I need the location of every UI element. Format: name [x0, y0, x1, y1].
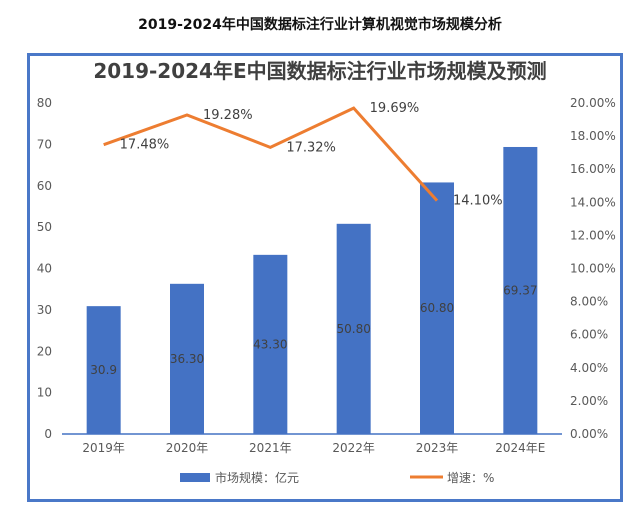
y-left-tick: 60 — [37, 179, 52, 193]
y-left-tick: 70 — [37, 137, 52, 151]
legend-line-label: 增速：% — [447, 471, 494, 485]
y-right-tick: 4.00% — [570, 361, 608, 375]
chart-frame — [27, 53, 623, 502]
line-data-label: 19.69% — [370, 101, 420, 116]
y-right-tick: 8.00% — [570, 295, 608, 309]
y-right-tick: 14.00% — [570, 195, 616, 209]
y-left-tick: 40 — [37, 262, 52, 276]
y-right-tick: 10.00% — [570, 262, 616, 276]
bar-data-label: 60.80 — [420, 301, 454, 315]
bar-data-label: 30.9 — [90, 363, 117, 377]
y-right-tick: 2.00% — [570, 394, 608, 408]
x-tick-label: 2023年 — [416, 441, 459, 455]
page-title: 2019-2024年中国数据标注行业计算机视觉市场规模分析 — [138, 17, 502, 33]
line-data-label: 19.28% — [203, 108, 253, 123]
y-left-tick: 80 — [37, 96, 52, 110]
y-left-tick: 10 — [37, 386, 52, 400]
bar — [336, 223, 371, 434]
x-tick-label: 2021年 — [249, 441, 292, 455]
bar — [86, 306, 121, 434]
y-left-tick: 0 — [44, 427, 52, 441]
bar-data-label: 43.30 — [253, 337, 287, 351]
bar — [420, 182, 454, 434]
bar — [503, 146, 538, 434]
line-data-label: 17.32% — [286, 140, 336, 155]
growth-line — [103, 106, 439, 202]
y-left-tick: 50 — [37, 220, 52, 234]
y-right-tick: 0.00% — [570, 427, 608, 441]
line-data-label: 17.48% — [120, 138, 170, 153]
bar-data-label: 69.37 — [503, 283, 537, 297]
y-left-tick: 30 — [37, 303, 52, 317]
y-right-tick: 18.00% — [570, 129, 616, 143]
x-tick-label: 2020年 — [166, 441, 209, 455]
legend-bar-swatch — [180, 473, 210, 482]
x-tick-label: 2022年 — [332, 441, 375, 455]
x-tick-label: 2019年 — [82, 441, 125, 455]
bar — [170, 283, 204, 434]
chart-title: 2019-2024年E中国数据标注行业市场规模及预测 — [93, 59, 546, 83]
y-right-tick: 20.00% — [570, 96, 616, 110]
x-tick-label: 2024年E — [495, 441, 545, 455]
bar — [253, 254, 288, 434]
line-data-label: 14.10% — [453, 194, 503, 209]
y-right-tick: 6.00% — [570, 328, 608, 342]
y-right-tick: 16.00% — [570, 162, 616, 176]
y-right-tick: 12.00% — [570, 228, 616, 242]
y-left-tick: 20 — [37, 344, 52, 358]
bar-data-label: 36.30 — [170, 352, 204, 366]
legend-bar-label: 市场规模：亿元 — [215, 470, 299, 485]
bar-data-label: 50.80 — [336, 322, 370, 336]
